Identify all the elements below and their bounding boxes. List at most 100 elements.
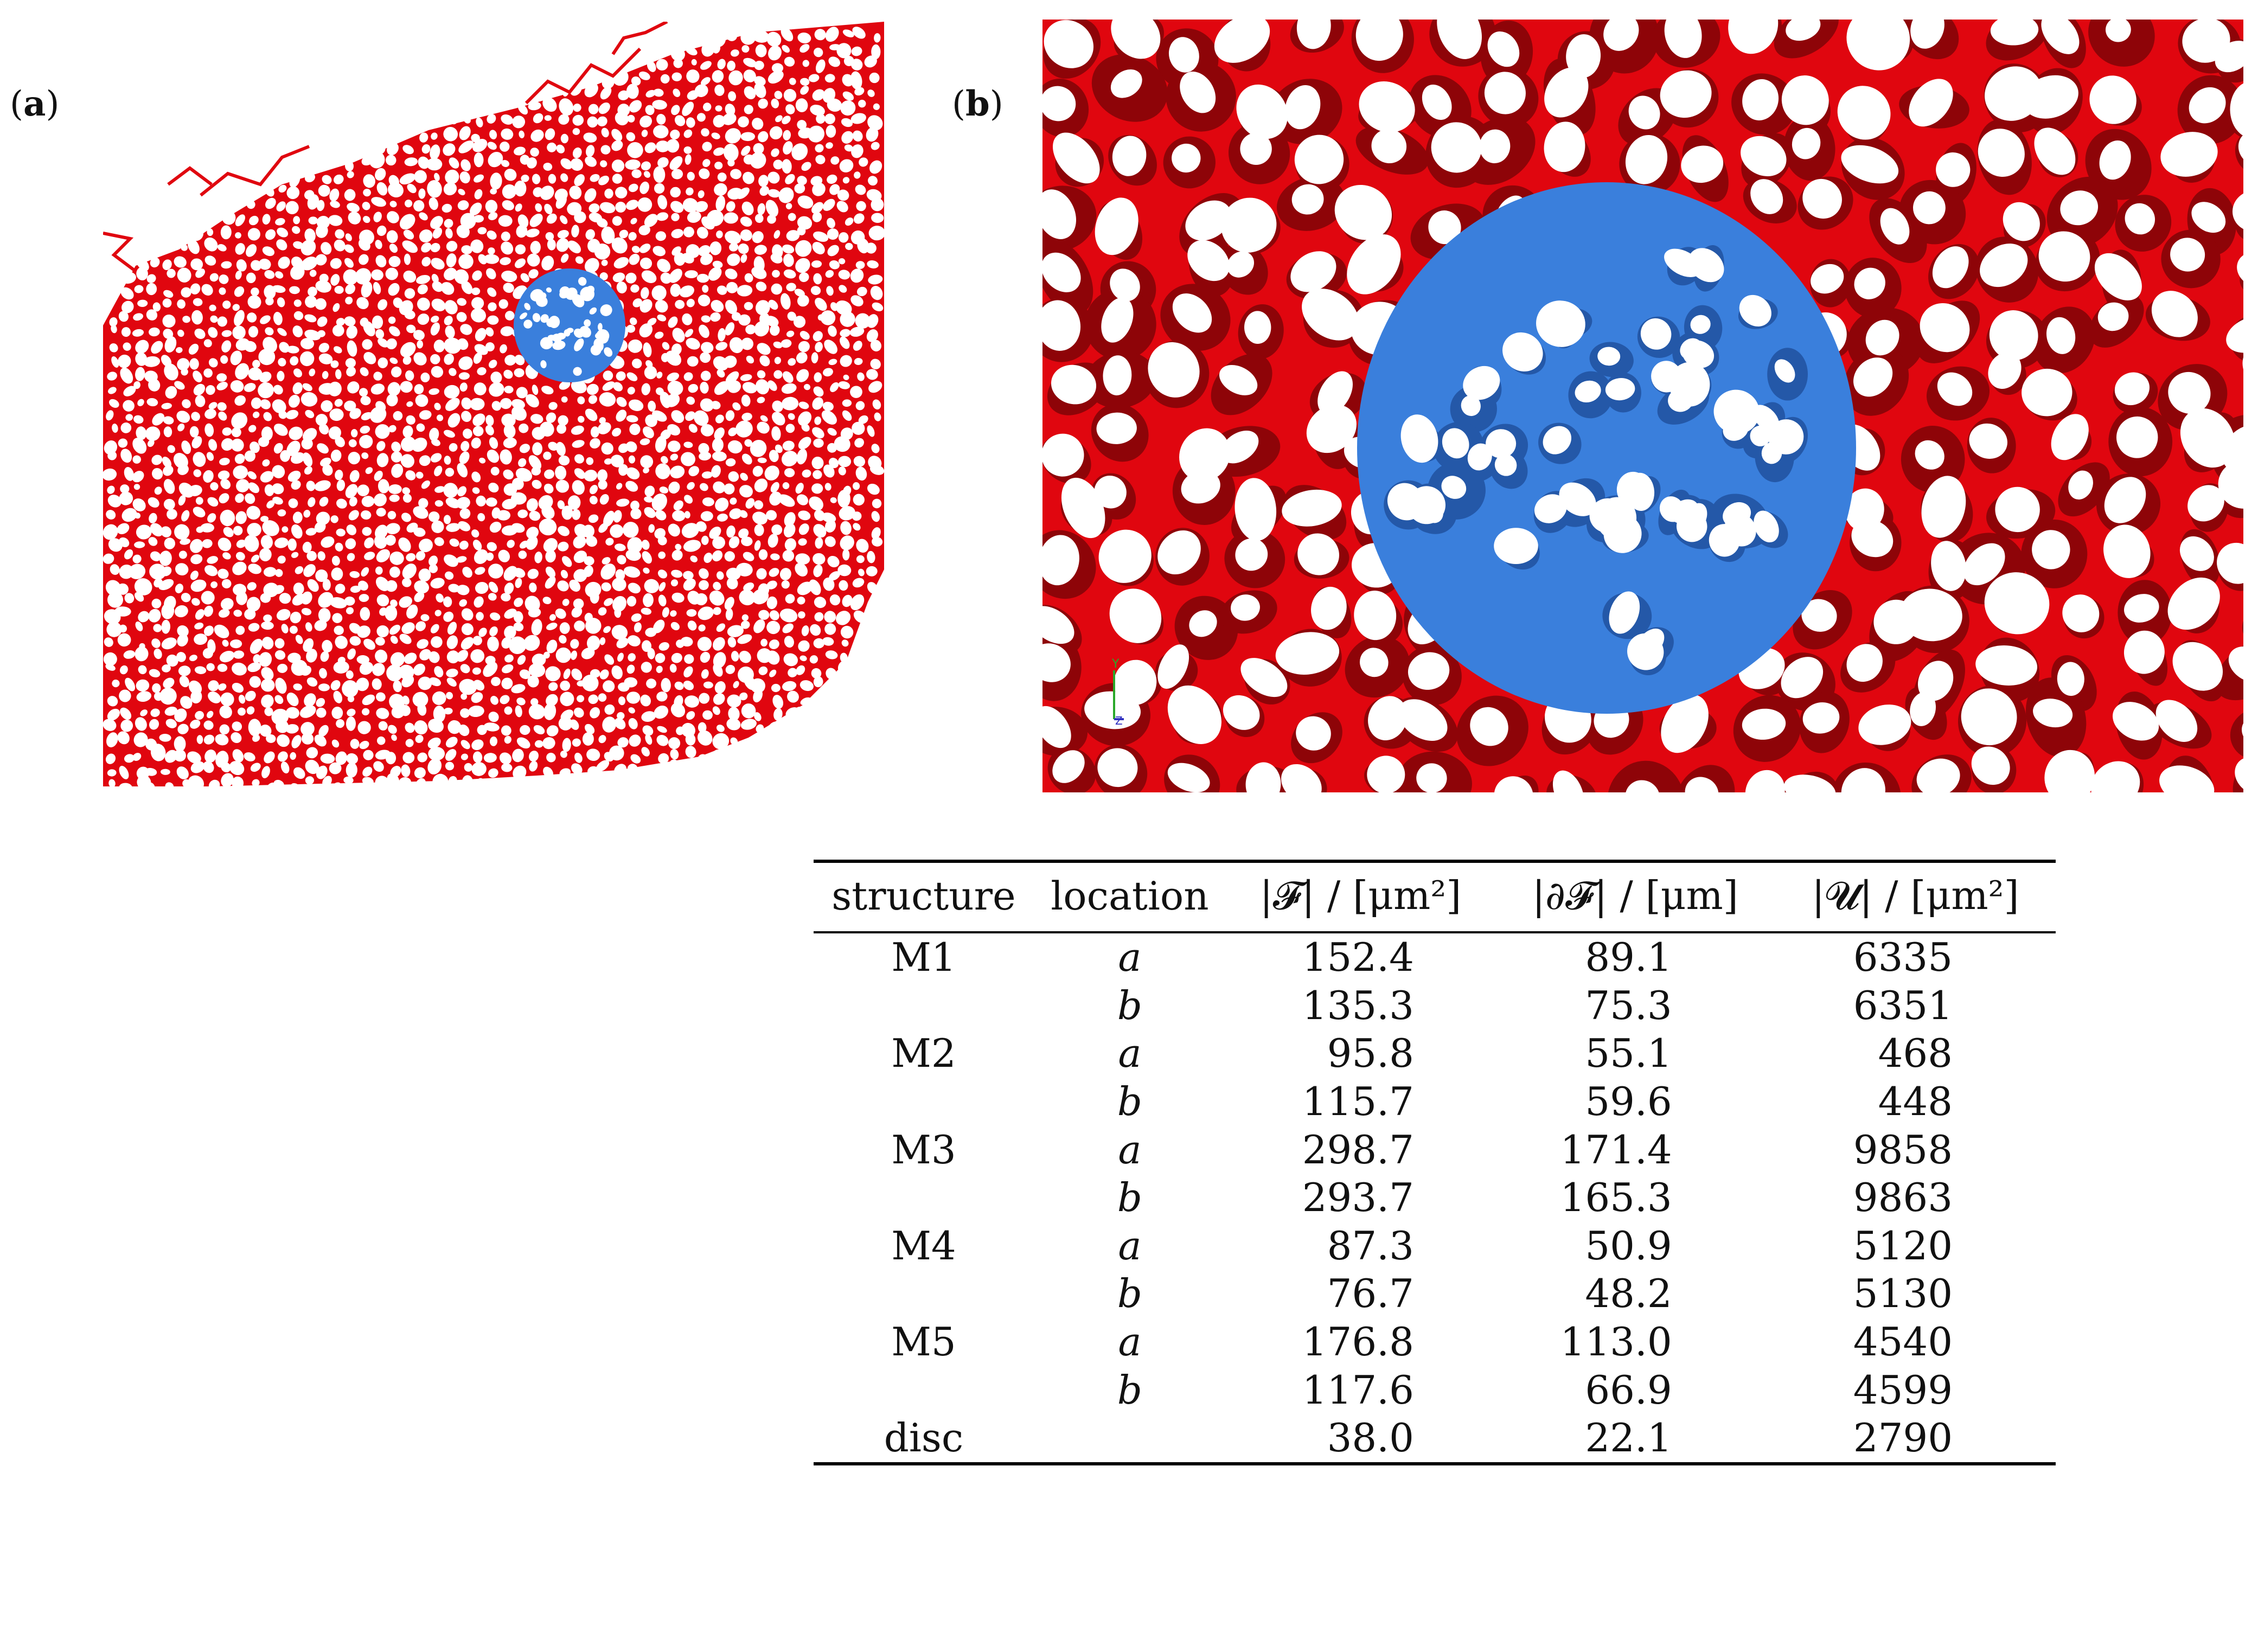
- pore: [148, 497, 159, 508]
- pore: [683, 578, 696, 591]
- pore: [260, 535, 273, 549]
- pore: [856, 539, 869, 553]
- pore: [363, 188, 371, 197]
- pore: [232, 325, 246, 340]
- pore: [783, 653, 798, 667]
- pore: [472, 138, 488, 152]
- pore: [1552, 770, 1584, 792]
- pore: [483, 662, 498, 677]
- pore: [597, 422, 611, 434]
- pore: [504, 735, 511, 744]
- pore: [373, 142, 386, 155]
- pore: [871, 511, 880, 522]
- pore: [133, 381, 140, 389]
- pore: [150, 28, 162, 44]
- pore: [191, 190, 198, 200]
- cell-perimeter: 50.9: [1585, 1222, 1672, 1269]
- pore: [305, 776, 314, 785]
- pore: [445, 468, 455, 477]
- pore: [174, 749, 186, 762]
- pore: [629, 317, 637, 325]
- pore: [472, 55, 482, 67]
- pore: [813, 553, 826, 565]
- pore: [546, 639, 558, 654]
- pore: [118, 311, 129, 322]
- pore: [163, 498, 175, 510]
- pore: [756, 281, 767, 292]
- pore: [305, 759, 319, 774]
- pore: [429, 677, 442, 687]
- pore: [2038, 231, 2090, 282]
- pore: [378, 721, 388, 731]
- pore: [867, 734, 877, 744]
- pore: [348, 439, 357, 447]
- pore: [428, 746, 445, 761]
- pore: [556, 61, 564, 69]
- pore: [376, 708, 389, 719]
- pore: [357, 721, 371, 734]
- pore: [344, 316, 356, 326]
- pore: [616, 498, 630, 507]
- pore: [206, 663, 215, 671]
- pore: [814, 776, 823, 786]
- pore: [657, 569, 668, 579]
- pore: [769, 639, 779, 649]
- pore: [824, 611, 836, 623]
- pore: [176, 29, 188, 41]
- pore: [120, 707, 132, 720]
- pore: [401, 118, 411, 127]
- pore: [584, 470, 598, 482]
- pore: [622, 53, 638, 69]
- pore: [570, 639, 579, 649]
- pore: [472, 667, 481, 675]
- pore: [236, 539, 246, 548]
- pore: [795, 258, 810, 273]
- pore: [1851, 519, 1894, 558]
- pore: [288, 394, 300, 408]
- pore: [119, 491, 133, 505]
- pore: [178, 495, 186, 506]
- pore: [504, 355, 516, 366]
- pore: [797, 176, 807, 185]
- pore: [501, 114, 514, 125]
- cell-area: 293.7: [1302, 1175, 1414, 1221]
- pore: [1781, 657, 1824, 699]
- pore: [867, 582, 878, 594]
- pore: [488, 482, 499, 493]
- pore: [543, 651, 550, 659]
- pore: [617, 652, 624, 662]
- pore: [570, 61, 580, 68]
- pore: [221, 773, 234, 786]
- pore: [363, 638, 375, 650]
- pore: [388, 484, 402, 495]
- pore: [631, 613, 642, 622]
- cell-location: a: [1118, 1319, 1142, 1365]
- pore: [685, 154, 692, 165]
- pore: [163, 465, 174, 476]
- pore: [631, 246, 640, 253]
- pore: [347, 648, 356, 660]
- pore: [558, 415, 568, 426]
- pore: [260, 315, 271, 324]
- pore: [812, 182, 826, 196]
- pore: [867, 425, 875, 437]
- pore: [389, 326, 400, 337]
- pore: [278, 184, 287, 193]
- cell-perimeter: 113.0: [1560, 1319, 1672, 1365]
- pore: [304, 173, 316, 183]
- pore: [464, 57, 472, 65]
- pore: [334, 399, 343, 407]
- pore: [829, 571, 840, 581]
- pore: [348, 117, 357, 131]
- pore: [756, 568, 767, 580]
- pore: [802, 469, 811, 478]
- pore: [655, 299, 668, 313]
- pore: [731, 651, 739, 662]
- pore: [637, 778, 652, 786]
- pore: [204, 750, 216, 763]
- pore: [231, 427, 241, 438]
- pore: [823, 577, 835, 591]
- pore: [314, 619, 327, 631]
- pore: [543, 162, 553, 171]
- pore: [744, 86, 756, 100]
